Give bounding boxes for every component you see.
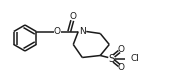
Text: O: O <box>118 63 125 72</box>
Text: O: O <box>70 12 77 21</box>
Text: S: S <box>108 54 115 64</box>
Text: O: O <box>118 45 125 54</box>
Text: N: N <box>79 27 86 36</box>
Text: O: O <box>54 27 61 36</box>
Text: Cl: Cl <box>130 54 139 63</box>
